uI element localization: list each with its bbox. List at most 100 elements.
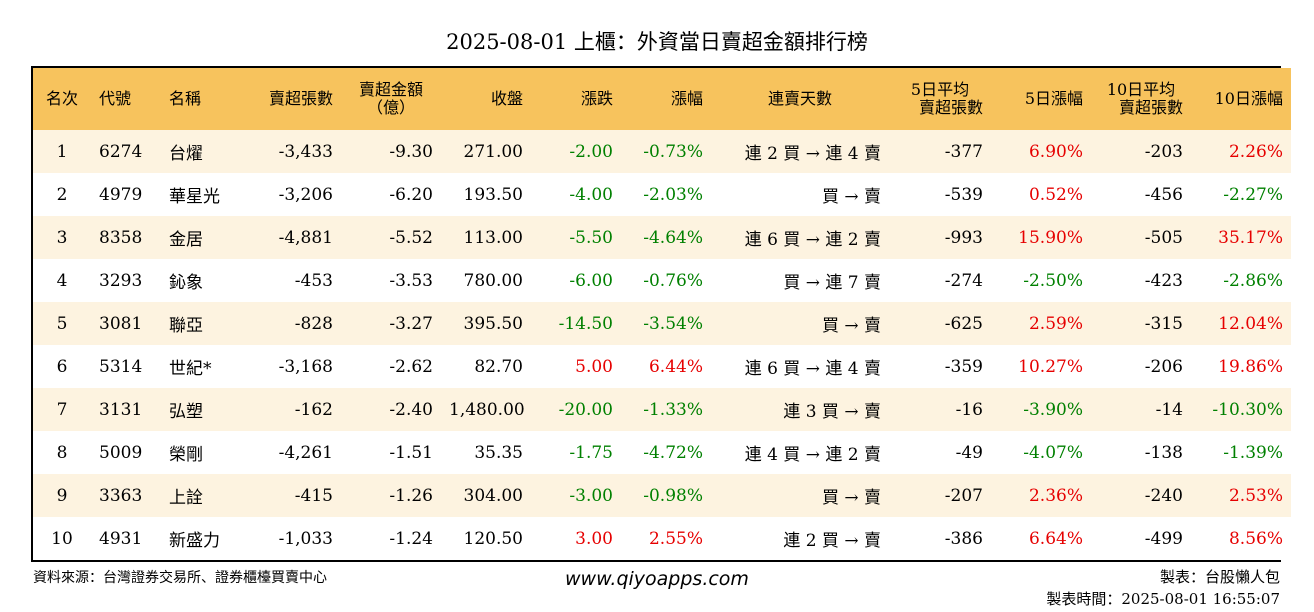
- cell-sell-volume: -4,261: [278, 442, 333, 463]
- cell-pct10: -1.39%: [1223, 442, 1283, 463]
- cell-avg10: -138: [1144, 442, 1183, 463]
- cell-change: -14.50: [558, 313, 613, 334]
- generated-timestamp: 製表時間：2025-08-01 16:55:07: [1046, 590, 1280, 608]
- cell-streak: 連 2 買 → 連 4 賣: [744, 144, 881, 164]
- cell-streak: 買 → 賣: [821, 316, 881, 336]
- cell-close: 395.50: [463, 313, 523, 334]
- cell-sell-amount: -1.26: [389, 485, 433, 506]
- header-avg10-line1: 10日平均: [1106, 80, 1176, 99]
- cell-close: 35.35: [474, 442, 523, 463]
- cell-sell-amount: -9.30: [389, 141, 433, 162]
- cell-rank: 8: [56, 442, 68, 463]
- cell-avg5: -49: [955, 442, 983, 463]
- cell-name: 榮剛: [169, 445, 203, 465]
- cell-avg10: -456: [1144, 184, 1183, 205]
- cell-name: 上詮: [169, 488, 203, 508]
- cell-code: 3081: [99, 313, 143, 334]
- table-row: 9 3363 上詮 -415 -1.26 304.00 -3.00 -0.98% 買 → 賣 -2…: [33, 474, 1291, 517]
- cell-change-pct: -0.73%: [643, 141, 703, 162]
- cell-change-pct: -4.64%: [643, 227, 703, 248]
- cell-name: 金居: [169, 230, 203, 250]
- cell-rank: 10: [51, 528, 73, 549]
- cell-rank: 2: [56, 184, 68, 205]
- cell-sell-volume: -3,168: [278, 356, 333, 377]
- cell-avg10: -505: [1144, 227, 1183, 248]
- cell-change: -6.00: [569, 270, 613, 291]
- ranking-table: 名次 代號 名稱 賣超張數 賣超金額 （億） 收盤 漲跌 漲幅 連賣天數 5日平…: [31, 66, 1291, 562]
- cell-change: -1.75: [569, 442, 613, 463]
- cell-code: 8358: [99, 227, 143, 248]
- page-title: 2025-08-01 上櫃：外資當日賣超金額排行榜: [446, 30, 868, 54]
- cell-avg5: -377: [944, 141, 983, 162]
- cell-name: 鈊象: [169, 273, 203, 293]
- cell-pct10: -2.86%: [1223, 270, 1283, 291]
- header-name: 名稱: [169, 89, 202, 108]
- table-row: 6 5314 世紀* -3,168 -2.62 82.70 5.00 6.44% 連 6 買 →…: [33, 345, 1291, 388]
- cell-rank: 5: [56, 313, 68, 334]
- cell-streak: 買 → 賣: [821, 488, 881, 508]
- cell-pct10: -2.27%: [1223, 184, 1283, 205]
- cell-sell-amount: -6.20: [389, 184, 433, 205]
- cell-pct10: 12.04%: [1218, 313, 1283, 334]
- cell-avg10: -240: [1144, 485, 1183, 506]
- header-avg10-line2: 賣超張數: [1118, 98, 1183, 117]
- cell-pct5: 0.52%: [1028, 184, 1083, 205]
- cell-avg5: -625: [944, 313, 983, 334]
- cell-sell-volume: -415: [294, 485, 333, 506]
- cell-pct5: 15.90%: [1018, 227, 1083, 248]
- website-link[interactable]: www.qiyoapps.com: [565, 568, 749, 590]
- cell-avg10: -423: [1144, 270, 1183, 291]
- cell-name: 華星光: [169, 187, 220, 207]
- table-row: 3 8358 金居 -4,881 -5.52 113.00 -5.50 -4.64% 連 6 買…: [33, 216, 1291, 259]
- header-pct10: 10日漲幅: [1214, 89, 1283, 108]
- cell-change-pct: -0.98%: [643, 485, 703, 506]
- cell-avg5: -359: [944, 356, 983, 377]
- cell-rank: 3: [56, 227, 68, 248]
- cell-sell-amount: -2.40: [389, 399, 433, 420]
- header-avg10: 10日平均 賣超張數: [1091, 68, 1191, 130]
- header-streak: 連賣天數: [767, 89, 832, 108]
- cell-avg10: -14: [1155, 399, 1183, 420]
- cell-pct5: 2.59%: [1028, 313, 1083, 334]
- cell-sell-volume: -3,433: [278, 141, 333, 162]
- cell-avg5: -539: [944, 184, 983, 205]
- table-row: 10 4931 新盛力 -1,033 -1.24 120.50 3.00 2.55% 連 2 買…: [33, 517, 1291, 560]
- header-change: 漲跌: [580, 89, 613, 108]
- header-avg5-line1: 5日平均: [910, 80, 970, 99]
- cell-sell-volume: -3,206: [278, 184, 333, 205]
- cell-pct10: -10.30%: [1212, 399, 1283, 420]
- header-rank: 名次: [45, 89, 78, 108]
- cell-name: 世紀*: [169, 359, 212, 379]
- cell-avg5: -386: [944, 528, 983, 549]
- cell-avg10: -203: [1144, 141, 1183, 162]
- cell-name: 聯亞: [169, 316, 203, 336]
- cell-sell-amount: -1.24: [389, 528, 433, 549]
- table-header-row: 名次 代號 名稱 賣超張數 賣超金額 （億） 收盤 漲跌 漲幅 連賣天數 5日平…: [33, 68, 1291, 130]
- cell-pct10: 2.53%: [1228, 485, 1283, 506]
- cell-streak: 買 → 賣: [821, 187, 881, 207]
- cell-streak: 連 3 買 → 賣: [783, 402, 881, 422]
- cell-code: 5314: [99, 356, 143, 377]
- cell-close: 113.00: [463, 227, 523, 248]
- header-change-pct: 漲幅: [670, 89, 703, 108]
- cell-pct10: 35.17%: [1218, 227, 1283, 248]
- cell-avg5: -274: [944, 270, 983, 291]
- cell-code: 3363: [99, 485, 143, 506]
- table-row: 4 3293 鈊象 -453 -3.53 780.00 -6.00 -0.76% 買 → 連 7…: [33, 259, 1291, 302]
- table-row: 1 6274 台燿 -3,433 -9.30 271.00 -2.00 -0.73% 連 2 買…: [33, 130, 1291, 173]
- cell-change-pct: 6.44%: [648, 356, 703, 377]
- header-avg5: 5日平均 賣超張數: [889, 68, 991, 130]
- cell-close: 1,480.00: [449, 399, 525, 420]
- cell-avg5: -207: [944, 485, 983, 506]
- cell-avg5: -16: [955, 399, 983, 420]
- cell-streak: 連 6 買 → 連 4 賣: [744, 359, 881, 379]
- cell-pct5: -3.90%: [1023, 399, 1083, 420]
- cell-sell-amount: -5.52: [389, 227, 433, 248]
- cell-close: 271.00: [463, 141, 523, 162]
- table-row: 8 5009 榮剛 -4,261 -1.51 35.35 -1.75 -4.72% 連 4 買 …: [33, 431, 1291, 474]
- cell-change: -5.50: [569, 227, 613, 248]
- cell-change: -20.00: [558, 399, 613, 420]
- cell-avg5: -993: [944, 227, 983, 248]
- header-sell-amount-line2: （億）: [366, 98, 415, 117]
- cell-streak: 連 2 買 → 賣: [783, 531, 881, 551]
